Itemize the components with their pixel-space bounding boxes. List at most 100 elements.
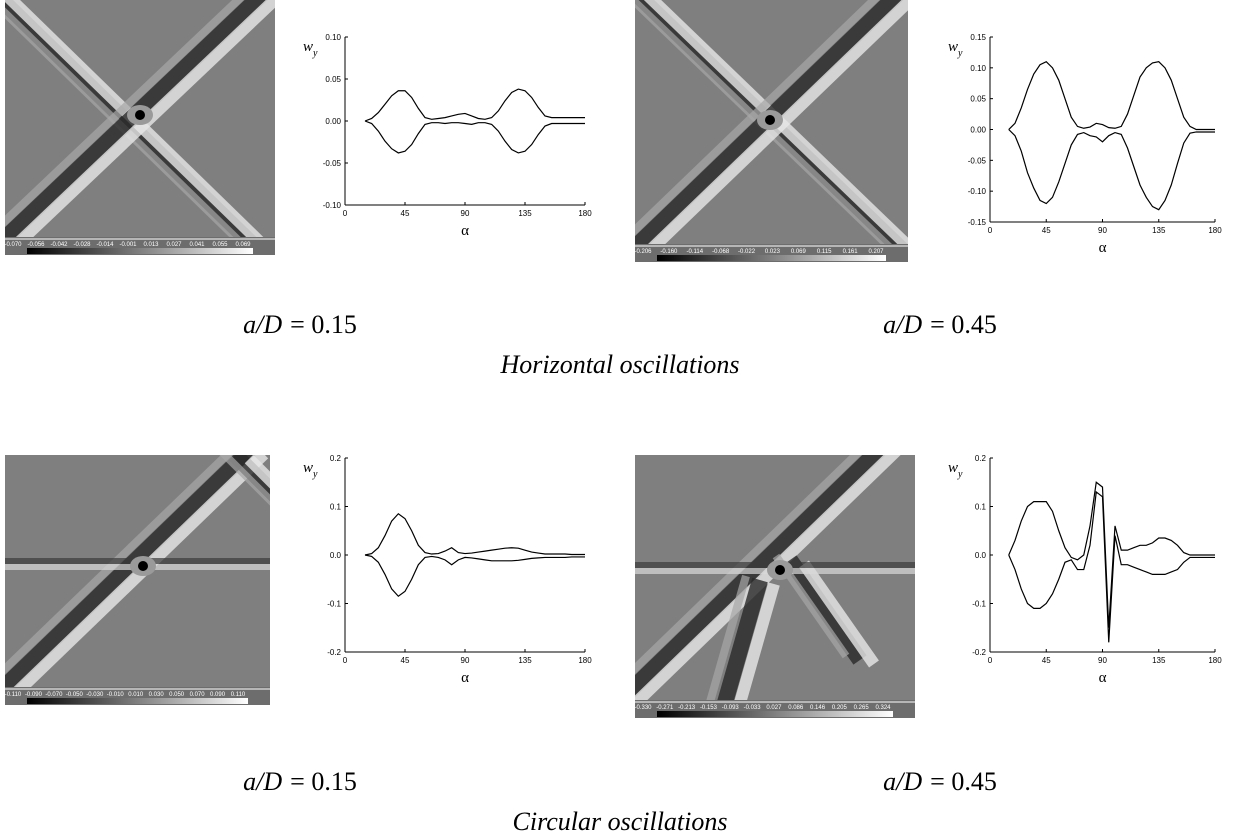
- y-tick-label: -0.2: [327, 648, 341, 657]
- group-title: Horizontal oscillations: [499, 350, 739, 379]
- band-light: [734, 582, 780, 700]
- band-dark: [5, 455, 256, 687]
- x-tick-label: 180: [578, 209, 592, 218]
- x-tick-label: 0: [988, 226, 993, 235]
- caption-value: = 0.45: [930, 767, 997, 796]
- x-tick-label: 180: [1208, 656, 1222, 665]
- contour-field: [635, 455, 915, 700]
- colorbar-label: -0.068: [712, 249, 730, 255]
- colorbar-label: 0.069: [791, 249, 807, 255]
- y-tick-label: 0.00: [325, 117, 341, 126]
- y-label-sub: y: [312, 469, 318, 480]
- colorbar-label: -0.330: [634, 705, 652, 711]
- y-tick-label: -0.05: [968, 156, 987, 165]
- series-line: [1008, 60, 1215, 131]
- colorbar-label: -0.160: [660, 249, 678, 255]
- contour-field: [635, 0, 908, 244]
- caption-value: = 0.15: [290, 310, 357, 339]
- band-mid: [5, 0, 244, 227]
- y-label-sub: y: [957, 469, 963, 480]
- colorbar-label: -0.213: [678, 705, 696, 711]
- colorbar-label: 0.030: [149, 692, 165, 698]
- y-tick-label: 0.0: [975, 551, 987, 560]
- colorbar-label: -0.033: [744, 705, 762, 711]
- colorbar-label: -0.010: [107, 692, 125, 698]
- x-tick-label: 45: [401, 209, 410, 218]
- y-tick-label: 0.05: [970, 95, 986, 104]
- caption-symbol: a/D: [883, 310, 922, 339]
- colorbar-label: 0.265: [854, 705, 870, 711]
- y-tick-label: -0.10: [323, 201, 342, 210]
- colorbar-label: 0.207: [868, 249, 884, 255]
- x-tick-label: 0: [988, 656, 993, 665]
- band-light: [13, 455, 269, 687]
- colorbar-label: -0.090: [25, 692, 43, 698]
- colorbar-label: -0.028: [73, 242, 91, 248]
- band-mid: [219, 455, 270, 506]
- colorbar-label: -0.014: [96, 242, 114, 248]
- y-tick-label: -0.1: [327, 600, 341, 609]
- contour-field: [5, 0, 275, 237]
- colorbar-label: 0.050: [169, 692, 185, 698]
- series-line: [1008, 481, 1215, 628]
- body-core: [775, 565, 785, 575]
- colorbar: [657, 255, 886, 261]
- x-tick-label: 45: [401, 656, 410, 665]
- body-core: [135, 110, 145, 120]
- caption-symbol: a/D: [883, 767, 922, 796]
- x-tick-label: 135: [518, 209, 532, 218]
- contour-image: -0.070 -0.056 -0.042 -0.028 -0.014 -0.001 0.01…: [4, 0, 275, 255]
- x-tick-label: 180: [578, 656, 592, 665]
- series-line: [364, 88, 585, 122]
- y-tick-label: -0.1: [972, 600, 986, 609]
- colorbar: [27, 698, 248, 704]
- colorbar-label: -0.042: [50, 242, 68, 248]
- colorbar-label: 0.070: [190, 692, 206, 698]
- caption: a/D = 0.45: [883, 767, 997, 796]
- colorbar-label: 0.027: [766, 705, 782, 711]
- colorbar-label: -0.022: [738, 249, 756, 255]
- caption-value: = 0.45: [930, 310, 997, 339]
- x-axis-label: α: [461, 223, 469, 239]
- colorbar-label: -0.153: [700, 705, 718, 711]
- colorbar-label: -0.110: [5, 692, 22, 698]
- y-tick-label: 0.1: [975, 503, 987, 512]
- band-mid: [706, 574, 750, 700]
- band-dark: [783, 555, 867, 665]
- colorbar-label: 0.027: [166, 242, 182, 248]
- x-axis-label: α: [461, 670, 469, 686]
- caption: a/D = 0.15: [243, 310, 357, 339]
- colorbar-label: -0.206: [634, 249, 652, 255]
- x-tick-label: 90: [461, 209, 470, 218]
- y-tick-label: 0.15: [970, 33, 986, 42]
- x-tick-label: 90: [461, 656, 470, 665]
- caption-symbol: a/D: [243, 767, 282, 796]
- y-label-main: w: [303, 460, 313, 476]
- y-tick-label: 0.10: [325, 33, 341, 42]
- band-mid: [5, 455, 233, 675]
- colorbar-label: 0.205: [832, 705, 848, 711]
- colorbar-label: -0.070: [45, 692, 63, 698]
- colorbar-label: 0.069: [235, 242, 251, 248]
- colorbar-label: -0.001: [119, 242, 137, 248]
- y-axis-label: wy: [303, 39, 318, 59]
- y-label-main: w: [303, 39, 313, 55]
- colorbar-label: 0.324: [875, 705, 891, 711]
- colorbar-label: 0.110: [231, 692, 246, 698]
- colorbar-label: 0.055: [212, 242, 228, 248]
- x-axis-label: α: [1099, 240, 1107, 256]
- colorbar-label: -0.050: [66, 692, 84, 698]
- x-tick-label: 0: [343, 656, 348, 665]
- colorbar-label: -0.271: [656, 705, 674, 711]
- band-light: [5, 0, 264, 237]
- caption-value: = 0.15: [290, 767, 357, 796]
- y-tick-label: 0.1: [330, 503, 342, 512]
- x-tick-label: 0: [343, 209, 348, 218]
- series-line: [1008, 129, 1215, 211]
- x-tick-label: 180: [1208, 226, 1222, 235]
- caption: a/D = 0.15: [243, 767, 357, 796]
- colorbar-label: -0.030: [86, 692, 104, 698]
- series-line: [364, 120, 585, 154]
- y-tick-label: 0.0: [330, 551, 342, 560]
- x-tick-label: 45: [1042, 226, 1051, 235]
